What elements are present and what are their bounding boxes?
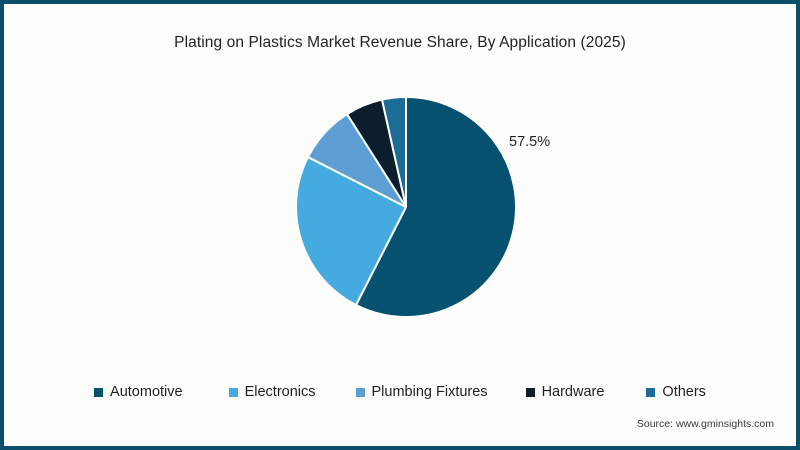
- chart-legend: Automotive Electronics Plumbing Fixtures Ha…: [4, 385, 796, 400]
- legend-item-label: Others: [662, 384, 706, 400]
- legend-swatch-icon: [525, 387, 535, 397]
- legend-item-label: Plumbing Fixtures: [371, 384, 488, 400]
- legend-swatch-icon: [94, 387, 104, 397]
- legend-item-automotive[interactable]: Automotive: [94, 385, 183, 400]
- legend-swatch-icon: [355, 387, 365, 397]
- legend-item-label: Electronics: [244, 384, 316, 400]
- legend-swatch-icon: [228, 387, 238, 397]
- pie-chart: [295, 96, 517, 318]
- source-attribution: Source: www.gminsights.com: [636, 418, 774, 430]
- pie-slice-others: [381, 96, 407, 208]
- pie-slice-automotive: [355, 96, 517, 318]
- page-title: Plating on Plastics Market Revenue Share…: [174, 34, 626, 51]
- pie-chart-svg: [295, 96, 517, 318]
- legend-item-label: Hardware: [541, 384, 605, 400]
- pie-slice-percent-label-automotive: 57.5%: [509, 134, 551, 150]
- pie-slice-group: [295, 96, 517, 318]
- legend-swatch-icon: [646, 387, 656, 397]
- legend-item-others[interactable]: Others: [646, 385, 706, 400]
- legend-item-hardware[interactable]: Hardware: [525, 384, 605, 400]
- legend-item-electronics[interactable]: Electronics: [228, 384, 316, 400]
- legend-item-label: Automotive: [110, 384, 183, 400]
- legend-item-plumbing-fixtures[interactable]: Plumbing Fixtures: [355, 384, 488, 400]
